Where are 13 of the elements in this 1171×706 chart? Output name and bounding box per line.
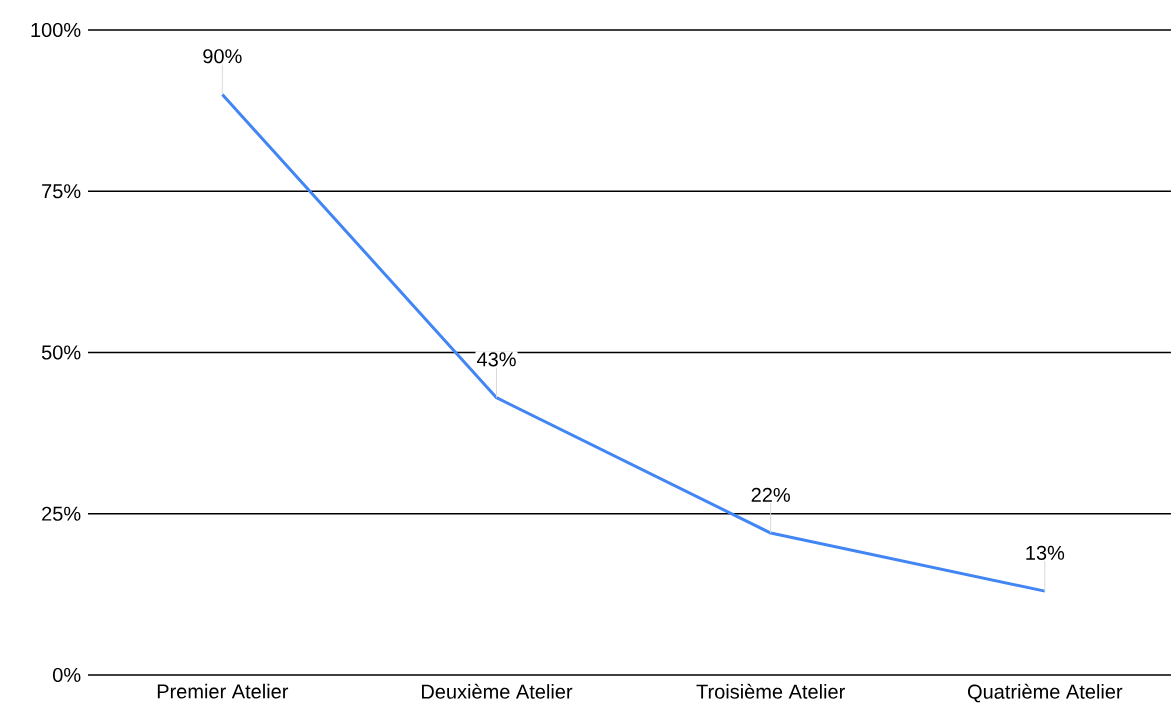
x-tick-label: Premier Atelier <box>157 683 289 699</box>
y-tick-label: 25% <box>42 506 81 521</box>
x-tick-label: Troisième Atelier <box>696 683 845 699</box>
y-tick-label: 75% <box>42 184 81 199</box>
data-label: 90% <box>203 49 242 64</box>
data-label: 22% <box>751 487 790 502</box>
x-tick-label: Deuxième Atelier <box>422 683 573 699</box>
y-tick-label: 50% <box>41 345 81 360</box>
y-tick-label: 100% <box>31 22 81 38</box>
data-label: 13% <box>1026 545 1065 560</box>
x-tick-label: Quatrième Atelier <box>967 683 1123 703</box>
y-tick-label: 0% <box>53 667 81 683</box>
data-label: 43% <box>476 352 516 367</box>
